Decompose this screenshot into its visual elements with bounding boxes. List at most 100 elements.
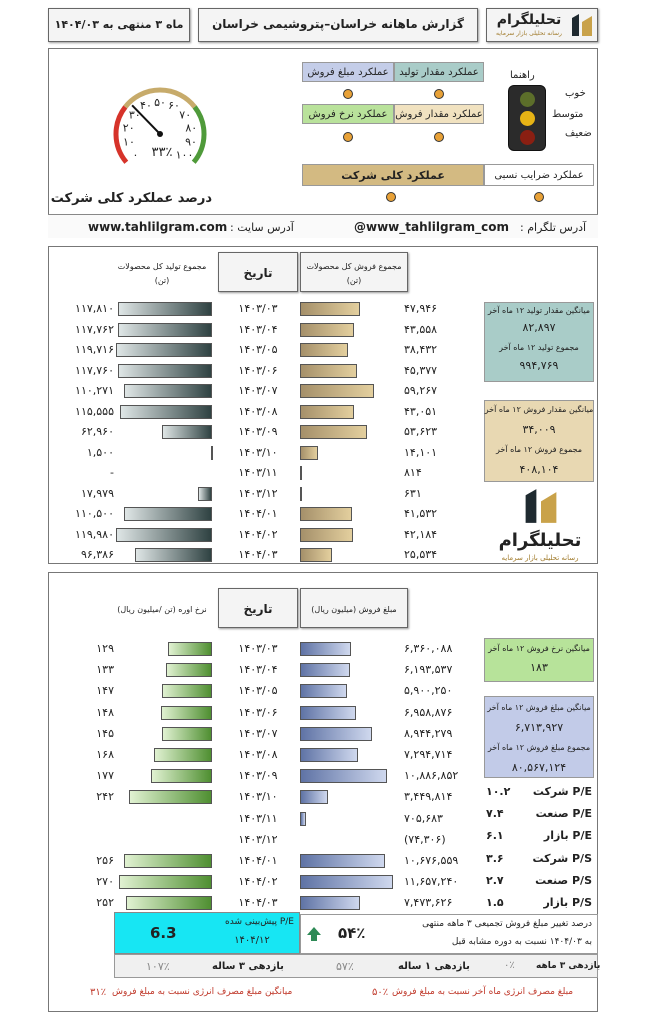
date-cell: ۱۴۰۳/۰۹ <box>238 769 278 783</box>
amount-value: ۷,۴۷۳,۶۲۶ <box>404 896 453 910</box>
sales-bar <box>300 425 368 439</box>
amount-value: ۳,۴۴۹,۸۱۴ <box>404 790 453 804</box>
ratio-value: ۲.۷ <box>486 873 504 887</box>
sales-value: ۲۵,۵۳۴ <box>404 548 438 561</box>
overall-indicator <box>386 192 396 202</box>
date-cell: ۱۴۰۳/۰۷ <box>238 726 278 740</box>
site-link[interactable]: www.tahlilgram.com <box>88 220 228 234</box>
perf-sales-amt: عملکرد مبلغ فروش <box>302 62 394 82</box>
date-cell: ۱۴۰۴/۰۲ <box>238 875 278 889</box>
col-sales-unit: (تن) <box>346 276 362 285</box>
sales-amount-panel <box>48 572 598 1012</box>
date-cell: ۱۴۰۴/۰۱ <box>238 507 278 520</box>
date-cell: ۱۴۰۴/۰۱ <box>238 854 278 867</box>
report-title: گزارش ماهانه خراسان–پتروشیمی خراسان <box>212 17 464 31</box>
prod-summary-box <box>484 302 594 382</box>
ret3m-value: ۰٪ <box>504 960 515 971</box>
production-bar <box>161 425 212 439</box>
production-value: - <box>110 466 114 479</box>
date-cell: ۱۴۰۳/۰۹ <box>238 425 278 438</box>
col-date-header <box>218 252 298 292</box>
amount-value: ۱۰,۸۸۶,۸۵۲ <box>404 769 459 783</box>
sales-bar <box>300 363 357 378</box>
rate-bar <box>129 790 212 805</box>
amount-value: (۷۴,۳۰۶) <box>404 832 446 846</box>
logo-text: تحلیلگرام <box>496 12 562 28</box>
amount-value: ۱۱,۶۵۷,۲۴۰ <box>404 875 459 889</box>
gauge-tick: ۴۰ <box>140 99 152 112</box>
amount-bar <box>300 726 372 741</box>
gauge-tick: ۱۰ <box>123 136 135 149</box>
amount-value: ۵,۹۰۰,۲۵۰ <box>404 684 453 698</box>
logo-large-text: تحلیلگرام <box>498 530 582 551</box>
traffic-light-icon <box>508 85 546 151</box>
production-value: ۱۱۰,۲۷۱ <box>75 384 114 397</box>
ratio-label: P/S شرکت <box>532 851 592 865</box>
amount-value: ۸,۹۴۴,۲۷۹ <box>404 726 453 740</box>
sum-prod-value: ۹۹۴,۷۶۹ <box>519 359 559 372</box>
date-cell: ۱۴۰۳/۰۵ <box>238 343 278 356</box>
amount-bar <box>300 705 356 720</box>
legend-good: خوب <box>565 88 586 99</box>
gauge-tick: ۱۰۰ <box>176 149 194 162</box>
perf-prod-qty: عملکرد مقدار تولید <box>394 62 484 82</box>
gauge-tick: ۸۰ <box>185 121 197 134</box>
amount-bar <box>300 896 360 911</box>
amount-value: ۶,۹۵۸,۸۷۶ <box>404 705 453 719</box>
rate-value: ۱۴۸ <box>96 705 114 719</box>
production-bar <box>116 527 212 542</box>
sales-qty-indicator <box>434 132 444 142</box>
sales-bar <box>300 384 375 398</box>
rate-value: ۱۲۹ <box>96 642 114 655</box>
gauge-tick: ۶۰ <box>168 99 180 112</box>
gauge-band-gold <box>123 87 197 109</box>
ratio-value: ۶.۱ <box>486 829 504 843</box>
avg-amount-value: ۶,۷۱۳,۹۲۷ <box>514 721 564 734</box>
ret1y-label: بازدهی ۱ ساله <box>398 961 470 972</box>
gauge-hub <box>157 131 163 137</box>
amount-bar <box>300 642 351 656</box>
sales-bar <box>300 302 360 316</box>
gauge-tick: ۵۰ <box>154 96 166 109</box>
ratio-label: P/S بازار <box>543 896 592 909</box>
energy-last-value: ۵۰٪ <box>372 987 389 998</box>
sales-value: ۳۸,۴۳۲ <box>404 343 438 356</box>
amount-value: ۷۰۵,۶۸۳ <box>404 811 443 825</box>
sales-value: ۴۳,۰۵۱ <box>404 404 438 418</box>
pe-forecast-date: ۱۴۰۴/۱۲ <box>234 935 270 946</box>
ret1y-value: ۵۷٪ <box>336 960 354 973</box>
rate-bar <box>154 748 212 762</box>
ratio-value: ۷.۴ <box>486 807 504 821</box>
production-bar <box>123 507 212 521</box>
perf-sales-qty: عملکرد مقدار فروش <box>394 104 484 124</box>
period-box <box>48 8 190 42</box>
date-cell: ۱۴۰۳/۰۸ <box>238 748 278 761</box>
ret3y-value: ۱۰۷٪ <box>146 960 170 973</box>
col-sales-header <box>300 252 408 292</box>
date-cell: ۱۴۰۳/۰۴ <box>238 663 278 677</box>
perf-ratios: عملکرد ضرایب نسبی <box>484 164 594 186</box>
change-text-2: به ۱۴۰۴/۰۳ نسبت به دوره مشابه قبل <box>451 937 592 947</box>
telegram-link[interactable]: @www_tahlilgram_com <box>354 220 509 234</box>
sum-sales-label: مجموع فروش ۱۲ ماه آخر <box>495 445 583 454</box>
production-value: ۱۱۷,۷۶۰ <box>75 363 114 377</box>
rate-value: ۲۵۲ <box>96 896 114 910</box>
ratio-label: P/E بازار <box>543 829 592 843</box>
date-cell: ۱۴۰۴/۰۳ <box>238 896 278 910</box>
avg-sales-label: میانگین مقدار فروش ۱۲ ماه آخر <box>484 405 594 414</box>
sales-value: ۱۴,۱۰۱ <box>404 445 438 459</box>
rate-bar <box>125 896 212 911</box>
logo-box <box>486 8 598 42</box>
rate-bar <box>151 769 212 784</box>
amount-bar <box>300 790 328 805</box>
arrow-up-icon <box>307 927 321 941</box>
sales-bar <box>300 548 332 562</box>
date-cell: ۱۴۰۳/۱۱ <box>238 466 278 479</box>
avg-prod-label: میانگین مقدار تولید ۱۲ ماه آخر <box>487 306 591 315</box>
ratio-value: ۱.۵ <box>486 896 504 909</box>
avg-rate-value: ۱۸۳ <box>530 661 548 674</box>
production-bar <box>116 343 212 357</box>
avg-amount-label: میانگین مبلغ فروش ۱۲ ماه آخر <box>487 703 591 712</box>
ret3y-label: بازدهی ۳ ساله <box>212 961 284 972</box>
